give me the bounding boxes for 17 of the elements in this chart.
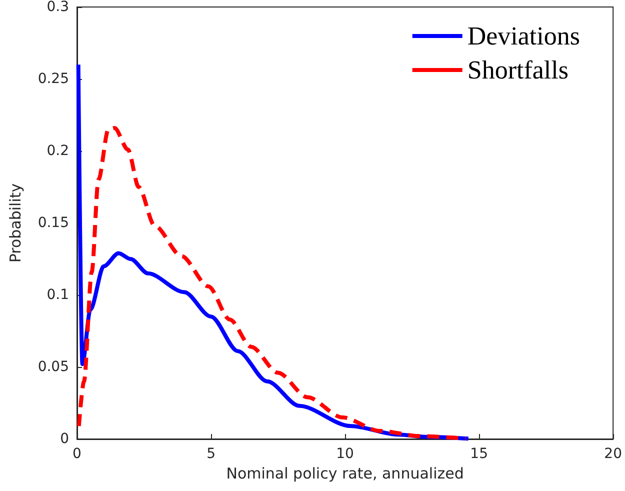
x-tick-label: 5 xyxy=(206,446,216,462)
x-tick-label: 10 xyxy=(336,446,354,462)
x-axis-title: Nominal policy rate, annualized xyxy=(226,464,464,482)
y-axis-title: Probability xyxy=(6,183,24,263)
y-tick-label: 0.1 xyxy=(46,287,69,303)
legend-label: Deviations xyxy=(467,22,580,50)
x-tick-label: 20 xyxy=(604,446,622,462)
y-tick-label: 0.3 xyxy=(46,0,69,15)
y-tick-label: 0 xyxy=(60,431,69,447)
y-tick-label: 0.25 xyxy=(38,71,69,87)
x-tick-label: 0 xyxy=(72,446,82,462)
x-tick-label: 15 xyxy=(470,446,488,462)
line-series xyxy=(76,126,468,441)
y-tick-label: 0.15 xyxy=(38,215,69,231)
legend-label: Shortfalls xyxy=(467,56,568,84)
y-tick-label: 0.05 xyxy=(38,359,69,375)
y-tick-label: 0.2 xyxy=(46,143,69,159)
